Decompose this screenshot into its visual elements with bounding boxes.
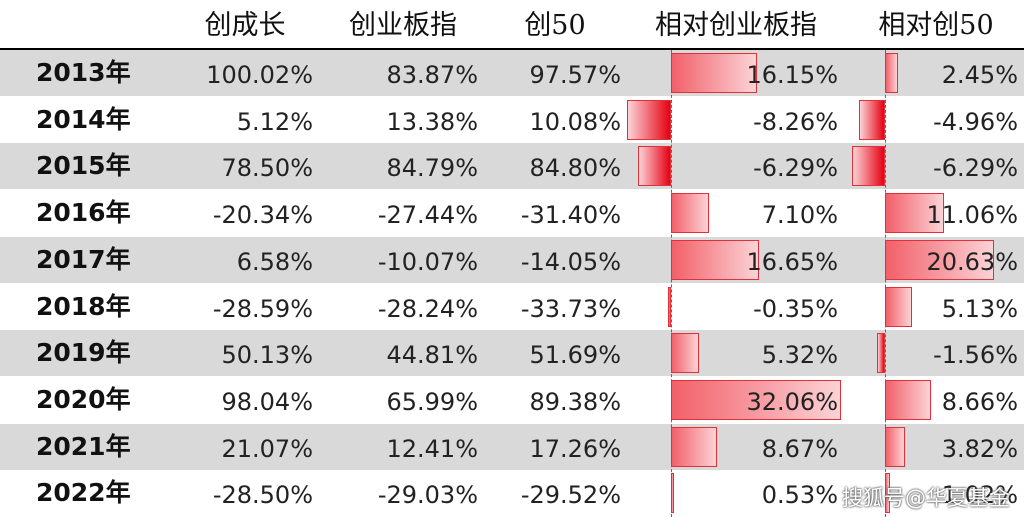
cell-chuangchengzhang: 98.04% <box>221 387 313 416</box>
relative-chuangyeban-bar <box>671 379 841 420</box>
cell-chuangyeban: -10.07% <box>377 247 478 276</box>
row-year: 2018年 <box>36 291 131 321</box>
relative-chuangyeban-bar <box>671 193 709 234</box>
row-year: 2019年 <box>36 338 131 368</box>
cell-chuangyeban: 65.99% <box>386 387 478 416</box>
header-divider <box>0 48 1024 50</box>
cell-chuangchengzhang: 6.58% <box>236 247 313 276</box>
cell-chuangchengzhang: 5.12% <box>236 107 313 136</box>
cell-relative-chuangyeban: 8.67% <box>761 434 838 463</box>
cell-relative-chuangyeban: -8.26% <box>753 107 838 136</box>
relative-chuangyeban-bar <box>671 53 757 93</box>
header-chuang50: 创50 <box>524 10 586 41</box>
cell-chuangchengzhang: 78.50% <box>221 154 313 183</box>
relative-chuangyeban-bar <box>668 286 671 327</box>
cell-relative-chuang50: 2.45% <box>941 61 1018 89</box>
cell-relative-chuangyeban: 16.15% <box>746 61 838 89</box>
table-row: 2016年 -20.34% -27.44% -31.40% 7.10% 11.06% <box>0 190 1024 236</box>
table-row: 2021年 21.07% 12.41% 17.26% 8.67% 3.82% <box>0 423 1024 470</box>
cell-relative-chuang50: 1.02% <box>941 481 1018 510</box>
cell-chuangchengzhang: -28.50% <box>212 481 313 510</box>
cell-relative-chuangyeban: -6.29% <box>753 154 838 183</box>
cell-relative-chuang50: 20.63% <box>926 247 1018 276</box>
cell-relative-chuang50: 3.82% <box>941 434 1018 463</box>
relative-chuang50-bar <box>885 53 898 93</box>
row-year: 2017年 <box>36 244 131 274</box>
table-header: 创成长 创业板指 创50 相对创业板指 相对创50 <box>0 0 1024 48</box>
watermark: 搜狐号@华夏基金 <box>842 486 1010 510</box>
cell-chuang50: 89.38% <box>529 387 621 416</box>
table-row: 2013年 100.02% 83.87% 97.57% 16.15% 2.45% <box>0 50 1024 96</box>
relative-chuangyeban-bar <box>637 146 671 187</box>
cell-chuang50: 84.80% <box>529 154 621 183</box>
cell-chuangchengzhang: 50.13% <box>221 341 313 370</box>
cell-chuangyeban: -27.44% <box>377 201 478 230</box>
cell-relative-chuangyeban: 16.65% <box>746 247 838 276</box>
header-relative-chuang50: 相对创50 <box>878 10 994 41</box>
cell-chuang50: -33.73% <box>520 294 621 323</box>
header-chuangchengzhang: 创成长 <box>204 10 286 41</box>
cell-chuang50: 51.69% <box>529 341 621 370</box>
cell-relative-chuangyeban: 32.06% <box>746 387 838 416</box>
cell-chuang50: 10.08% <box>529 107 621 136</box>
cell-relative-chuang50: -1.56% <box>933 341 1018 370</box>
cell-relative-chuangyeban: 0.53% <box>761 481 838 510</box>
cell-chuangyeban: -28.24% <box>377 294 478 323</box>
cell-chuangyeban: -29.03% <box>377 481 478 510</box>
table-row: 2018年 -28.59% -28.24% -33.73% -0.35% 5.13% <box>0 284 1024 330</box>
cell-relative-chuang50: 11.06% <box>926 201 1018 230</box>
relative-chuangyeban-bar <box>627 99 671 140</box>
cell-relative-chuang50: 8.66% <box>941 387 1018 416</box>
relative-chuangyeban-bar <box>671 333 700 374</box>
row-year: 2020年 <box>36 384 131 414</box>
cell-chuangyeban: 13.38% <box>386 107 478 136</box>
cell-relative-chuangyeban: 5.32% <box>761 341 838 370</box>
cell-relative-chuangyeban: 7.10% <box>761 201 838 230</box>
cell-chuangchengzhang: -28.59% <box>212 294 313 323</box>
relative-chuang50-bar <box>885 193 944 234</box>
cell-chuangyeban: 44.81% <box>386 341 478 370</box>
relative-chuang50-bar <box>876 333 885 374</box>
row-year: 2014年 <box>36 104 131 134</box>
header-relative-chuangyeban: 相对创业板指 <box>655 10 817 41</box>
cell-relative-chuang50: -4.96% <box>933 107 1018 136</box>
row-year: 2022年 <box>36 478 131 508</box>
cell-relative-chuangyeban: -0.35% <box>753 294 838 323</box>
cell-chuangchengzhang: 21.07% <box>221 434 313 463</box>
table-row: 2017年 6.58% -10.07% -14.05% 16.65% 20.63% <box>0 236 1024 283</box>
relative-chuangyeban-zero-axis <box>671 50 672 517</box>
relative-chuang50-bar <box>885 426 906 467</box>
cell-relative-chuang50: 5.13% <box>941 294 1018 323</box>
row-year: 2021年 <box>36 431 131 461</box>
table-row: 2019年 50.13% 44.81% 51.69% 5.32% -1.56% <box>0 330 1024 377</box>
row-year: 2013年 <box>36 58 131 87</box>
relative-chuang50-bar <box>885 379 931 420</box>
relative-chuang50-bar <box>851 146 885 187</box>
cell-chuangchengzhang: 100.02% <box>206 61 313 89</box>
table-row: 2014年 5.12% 13.38% 10.08% -8.26% -4.96% <box>0 97 1024 143</box>
relative-chuang50-zero-axis <box>885 50 886 517</box>
cell-chuang50: -31.40% <box>520 201 621 230</box>
cell-chuangchengzhang: -20.34% <box>212 201 313 230</box>
relative-chuang50-bar <box>885 239 995 280</box>
relative-chuangyeban-bar <box>671 426 717 467</box>
cell-chuangyeban: 12.41% <box>386 434 478 463</box>
cell-chuangyeban: 84.79% <box>386 154 478 183</box>
cell-chuang50: 97.57% <box>529 61 621 89</box>
cell-chuang50: -29.52% <box>520 481 621 510</box>
row-year: 2015年 <box>36 151 131 181</box>
cell-relative-chuang50: -6.29% <box>933 154 1018 183</box>
cell-chuang50: 17.26% <box>529 434 621 463</box>
relative-chuangyeban-bar <box>671 239 760 280</box>
row-year: 2016年 <box>36 198 131 228</box>
cell-chuang50: -14.05% <box>520 247 621 276</box>
relative-chuang50-bar <box>885 286 913 327</box>
table-row: 2022年 -28.50% -29.03% -29.52% 0.53% 1.02% <box>0 470 1024 516</box>
relative-chuang50-bar <box>858 99 885 140</box>
header-chuangyeban: 创业板指 <box>349 10 457 41</box>
cell-chuangyeban: 83.87% <box>386 61 478 89</box>
table-row: 2020年 98.04% 65.99% 89.38% 32.06% 8.66% <box>0 377 1024 423</box>
table-row: 2015年 78.50% 84.79% 84.80% -6.29% -6.29% <box>0 143 1024 190</box>
